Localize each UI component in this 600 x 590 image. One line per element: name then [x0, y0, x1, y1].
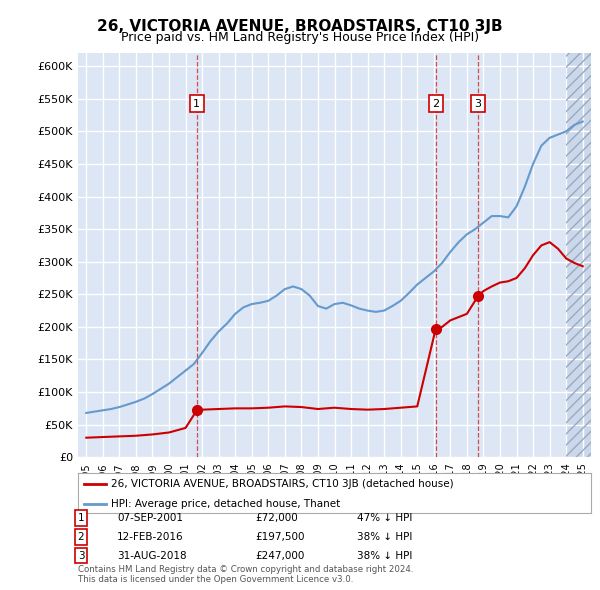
Bar	[566, 53, 591, 457]
Text: 12-FEB-2016: 12-FEB-2016	[117, 532, 184, 542]
Text: £247,000: £247,000	[255, 551, 304, 560]
Bar	[566, 53, 591, 457]
Text: £197,500: £197,500	[255, 532, 305, 542]
Text: 07-SEP-2001: 07-SEP-2001	[117, 513, 183, 523]
Text: 3: 3	[475, 99, 481, 109]
Text: Contains HM Land Registry data © Crown copyright and database right 2024.
This d: Contains HM Land Registry data © Crown c…	[78, 565, 413, 584]
Text: 1: 1	[77, 513, 85, 523]
Text: 1: 1	[193, 99, 200, 109]
Text: 38% ↓ HPI: 38% ↓ HPI	[357, 532, 412, 542]
Text: 31-AUG-2018: 31-AUG-2018	[117, 551, 187, 560]
Text: Price paid vs. HM Land Registry's House Price Index (HPI): Price paid vs. HM Land Registry's House …	[121, 31, 479, 44]
Text: 3: 3	[77, 551, 85, 560]
Text: 2: 2	[432, 99, 439, 109]
Text: 47% ↓ HPI: 47% ↓ HPI	[357, 513, 412, 523]
Text: 26, VICTORIA AVENUE, BROADSTAIRS, CT10 3JB (detached house): 26, VICTORIA AVENUE, BROADSTAIRS, CT10 3…	[112, 479, 454, 489]
Text: HPI: Average price, detached house, Thanet: HPI: Average price, detached house, Than…	[112, 500, 341, 510]
Text: 2: 2	[77, 532, 85, 542]
Text: 38% ↓ HPI: 38% ↓ HPI	[357, 551, 412, 560]
Text: £72,000: £72,000	[255, 513, 298, 523]
Text: 26, VICTORIA AVENUE, BROADSTAIRS, CT10 3JB: 26, VICTORIA AVENUE, BROADSTAIRS, CT10 3…	[97, 19, 503, 34]
